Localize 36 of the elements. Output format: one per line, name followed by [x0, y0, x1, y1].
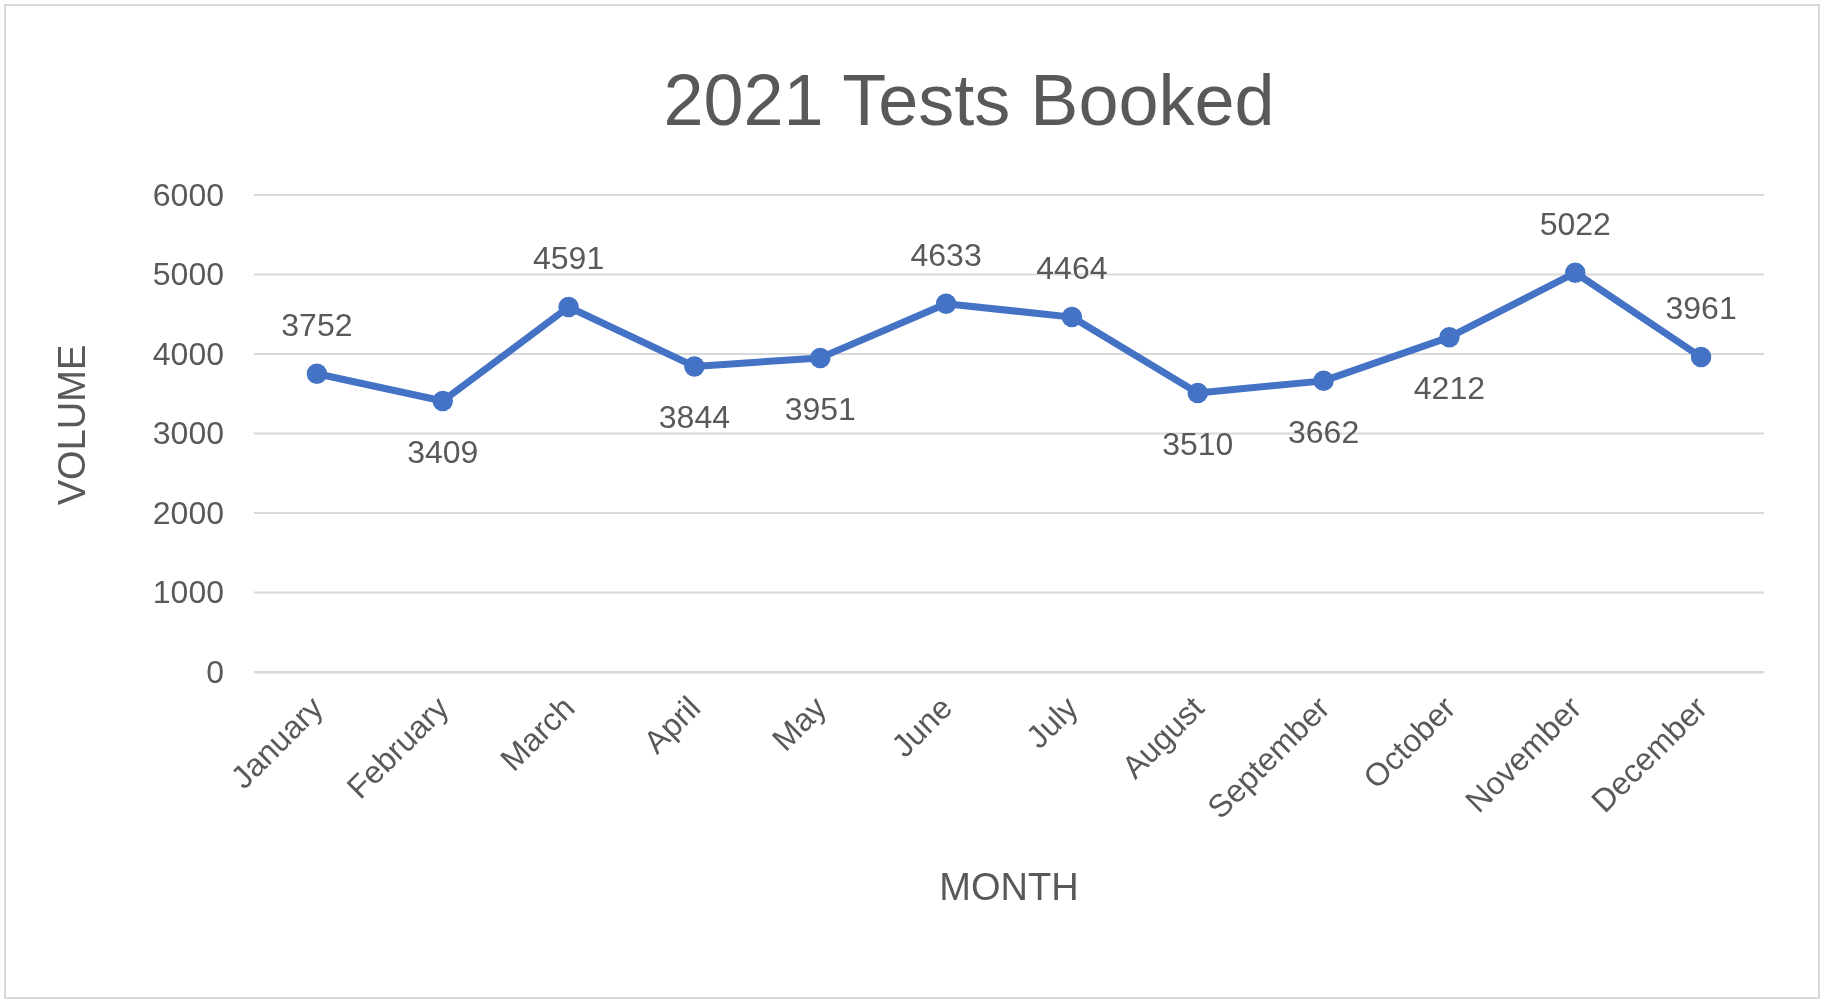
data-label: 4633	[910, 236, 982, 273]
data-label: 4212	[1413, 370, 1486, 407]
y-tick-label: 5000	[152, 256, 224, 293]
data-label: 3510	[1162, 425, 1234, 462]
point	[810, 347, 831, 369]
y-tick-label: 3000	[152, 415, 224, 452]
point	[935, 293, 957, 314]
y-tick-label: 0	[206, 653, 224, 690]
point	[1313, 370, 1334, 392]
data-label: 3409	[407, 433, 479, 470]
point	[1187, 382, 1208, 404]
point	[306, 363, 328, 384]
x-tick-label: May	[764, 689, 834, 758]
data-label: 3662	[1287, 413, 1360, 450]
point	[558, 296, 579, 318]
data-label: 4591	[532, 240, 605, 277]
data-label: 5022	[1539, 205, 1611, 242]
point	[1439, 326, 1460, 348]
point	[1690, 346, 1712, 368]
data-label: 3951	[784, 390, 856, 427]
x-axis-title: MONTH	[939, 866, 1079, 908]
y-axis-title: VOLUME	[51, 344, 93, 506]
data-label: 3844	[658, 399, 731, 436]
y-tick-label: 4000	[152, 335, 224, 372]
point	[684, 356, 705, 377]
data-label: 3961	[1665, 290, 1737, 327]
data-label: 4464	[1036, 250, 1108, 287]
y-tick-label: 1000	[152, 574, 224, 611]
y-tick-label: 6000	[152, 176, 224, 213]
x-tick-label: July	[1019, 689, 1085, 756]
data-label: 3752	[281, 306, 353, 343]
chart-title: 2021 Tests Booked	[663, 60, 1275, 140]
point	[432, 390, 453, 412]
y-tick-label: 2000	[152, 494, 224, 531]
point	[1565, 262, 1586, 283]
point	[1061, 306, 1083, 328]
